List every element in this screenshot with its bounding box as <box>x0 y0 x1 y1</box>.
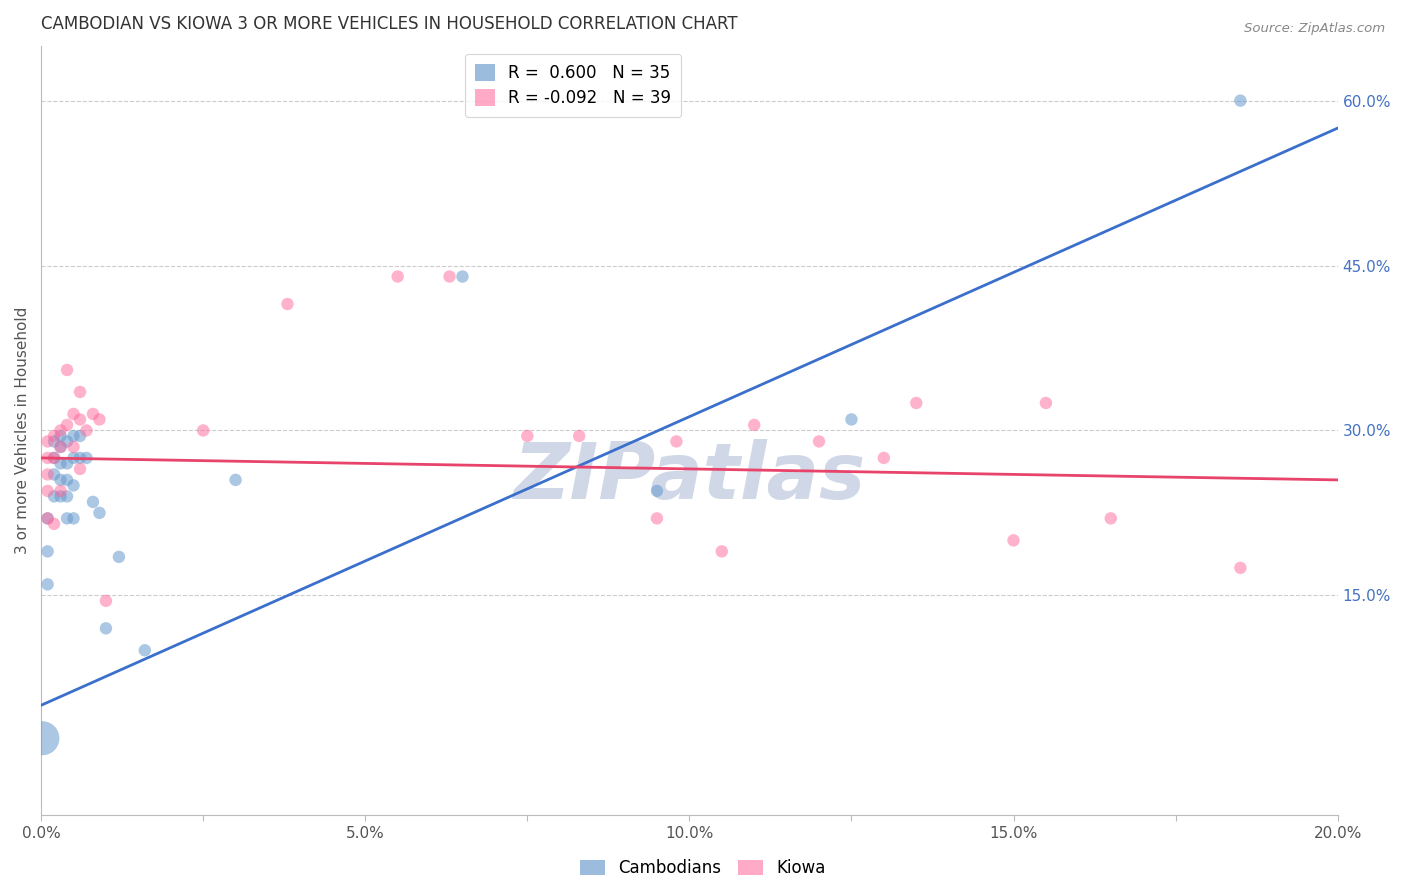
Point <box>42 434 65 449</box>
Text: CAMBODIAN VS KIOWA 3 OR MORE VEHICLES IN HOUSEHOLD CORRELATION CHART: CAMBODIAN VS KIOWA 3 OR MORE VEHICLES IN… <box>41 15 738 33</box>
Point <box>42 516 65 531</box>
Point <box>89 412 111 426</box>
Point <box>905 396 928 410</box>
Point <box>89 506 111 520</box>
Point <box>62 440 84 454</box>
Point <box>37 450 59 465</box>
Point <box>49 457 72 471</box>
Point <box>37 511 59 525</box>
Point <box>37 511 59 525</box>
Point <box>56 511 79 525</box>
Point <box>42 467 65 482</box>
Point <box>37 483 59 498</box>
Point <box>42 450 65 465</box>
Point <box>276 297 298 311</box>
Point <box>1229 94 1251 108</box>
Point <box>69 412 91 426</box>
Point <box>568 429 591 443</box>
Point <box>62 478 84 492</box>
Point <box>31 731 53 746</box>
Point <box>49 429 72 443</box>
Point <box>49 440 72 454</box>
Point <box>645 483 668 498</box>
Point <box>56 363 79 377</box>
Point <box>841 412 863 426</box>
Legend: R =  0.600   N = 35, R = -0.092   N = 39: R = 0.600 N = 35, R = -0.092 N = 39 <box>464 54 681 117</box>
Point <box>56 473 79 487</box>
Point <box>94 594 117 608</box>
Point <box>108 549 131 564</box>
Point <box>439 269 461 284</box>
Point <box>873 450 896 465</box>
Point <box>49 424 72 438</box>
Point <box>49 483 72 498</box>
Point <box>82 495 104 509</box>
Point <box>94 621 117 635</box>
Point <box>69 384 91 399</box>
Point <box>1229 561 1251 575</box>
Point <box>645 511 668 525</box>
Point <box>387 269 409 284</box>
Point <box>69 462 91 476</box>
Point <box>742 417 765 432</box>
Point <box>49 490 72 504</box>
Text: ZIPatlas: ZIPatlas <box>513 439 866 515</box>
Point <box>76 450 98 465</box>
Point <box>56 457 79 471</box>
Point <box>37 544 59 558</box>
Point <box>134 643 156 657</box>
Point <box>49 473 72 487</box>
Point <box>42 429 65 443</box>
Point <box>56 434 79 449</box>
Point <box>37 434 59 449</box>
Point <box>62 429 84 443</box>
Point <box>710 544 733 558</box>
Point <box>82 407 104 421</box>
Point <box>37 577 59 591</box>
Point <box>665 434 688 449</box>
Point <box>56 417 79 432</box>
Point <box>193 424 215 438</box>
Point <box>56 490 79 504</box>
Point <box>49 440 72 454</box>
Legend: Cambodians, Kiowa: Cambodians, Kiowa <box>574 853 832 884</box>
Point <box>1035 396 1057 410</box>
Point <box>808 434 831 449</box>
Point <box>69 450 91 465</box>
Point <box>42 490 65 504</box>
Point <box>516 429 538 443</box>
Point <box>451 269 474 284</box>
Point <box>62 450 84 465</box>
Point <box>1099 511 1122 525</box>
Point <box>1002 533 1025 548</box>
Point <box>62 511 84 525</box>
Point <box>37 467 59 482</box>
Point <box>62 407 84 421</box>
Point <box>42 450 65 465</box>
Point <box>76 424 98 438</box>
Point <box>225 473 247 487</box>
Y-axis label: 3 or more Vehicles in Household: 3 or more Vehicles in Household <box>15 307 30 554</box>
Text: Source: ZipAtlas.com: Source: ZipAtlas.com <box>1244 22 1385 36</box>
Point <box>69 429 91 443</box>
